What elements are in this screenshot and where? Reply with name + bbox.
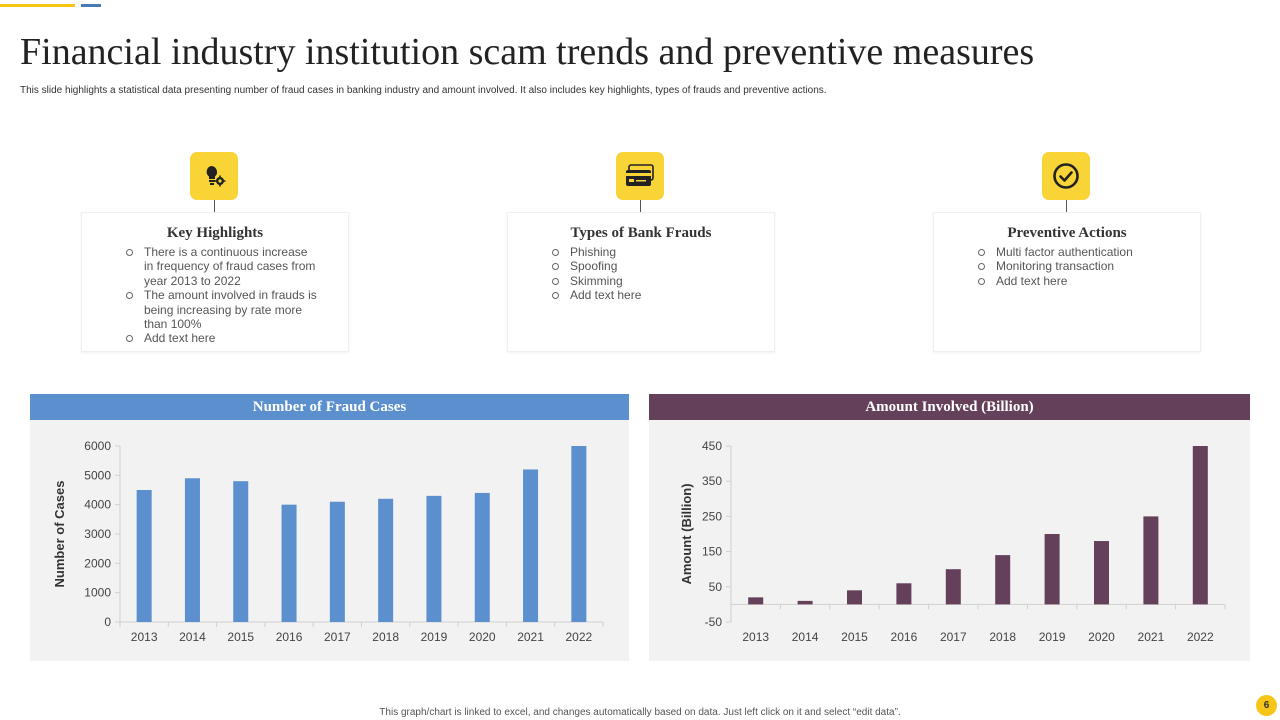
credit-card-icon [626,164,654,186]
bar-2021 [523,469,539,622]
x-tick-label: 2020 [469,630,496,644]
y-tick-label: 450 [702,439,722,453]
x-tick-label: 2013 [131,630,158,644]
list-item: Multi factor authentication [974,245,1170,259]
list-item: Add text here [548,288,744,302]
key-highlights-icon-box [190,152,238,200]
preventive-actions-connector [1066,200,1067,214]
x-tick-label: 2020 [1088,630,1115,644]
y-axis-title: Amount (Billion) [679,483,694,584]
list-item: Monitoring transaction [974,259,1170,273]
bank-frauds-title: Types of Bank Frauds [570,225,712,241]
list-item: There is a continuous increase in freque… [122,245,318,288]
x-tick-label: 2015 [227,630,254,644]
bar-2017 [329,501,345,622]
amount-involved-chart-header: Amount Involved (Billion) [649,394,1250,420]
list-item: Add text here [122,331,318,345]
x-tick-label: 2014 [792,630,819,644]
y-tick-label: 350 [702,474,722,488]
x-tick-label: 2014 [179,630,206,644]
checkmark-circle-icon [1053,163,1079,189]
x-tick-label: 2021 [517,630,544,644]
bar-2016 [281,504,297,622]
key-highlights-title: Key Highlights [166,225,264,241]
footer-note: This graph/chart is linked to excel, and… [379,707,901,718]
x-tick-label: 2013 [742,630,769,644]
page-number: 6 [1256,695,1277,716]
x-tick-label: 2018 [372,630,399,644]
y-tick-label: 1000 [84,586,111,600]
lightbulb-gear-icon [206,165,226,187]
y-tick-label: 0 [104,615,111,629]
y-tick-label: -50 [705,615,723,629]
preventive-actions-list: Multi factor authentication Monitoring t… [974,245,1170,288]
page-subtitle: This slide highlights a statistical data… [20,85,827,96]
bar-2019 [426,495,442,622]
y-tick-label: 6000 [84,439,111,453]
y-tick-label: 4000 [84,498,111,512]
preventive-actions-title: Preventive Actions [1007,225,1127,241]
x-tick-label: 2017 [324,630,351,644]
top-accent-bar-yellow [0,4,75,7]
bar-2021 [1143,516,1159,605]
y-tick-label: 5000 [84,468,111,482]
top-accent-bar-blue [81,4,101,7]
fraud-cases-chart-header: Number of Fraud Cases [30,394,629,420]
bank-frauds-card: Types of Bank Frauds Phishing Spoofing S… [507,212,775,352]
list-item: Phishing [548,245,744,259]
x-tick-label: 2019 [421,630,448,644]
y-axis-title: Number of Cases [52,481,67,588]
bar-2015 [233,481,249,622]
x-tick-label: 2018 [989,630,1016,644]
bar-2019 [1044,534,1060,605]
y-tick-label: 150 [702,545,722,559]
bar-2022 [1192,446,1208,605]
bar-2013 [748,597,764,605]
x-tick-label: 2017 [940,630,967,644]
bar-2013 [136,490,152,622]
y-tick-label: 3000 [84,527,111,541]
y-tick-label: 50 [709,580,723,594]
amount-involved-chart: -50 50 150 250 350 450 2013 2014 2015 2016 2017 201… [679,439,1226,644]
bar-2018 [378,498,394,622]
bar-2014 [797,600,813,605]
x-tick-label: 2016 [891,630,918,644]
bank-frauds-list: Phishing Spoofing Skimming Add text here [548,245,744,303]
list-item: The amount involved in frauds is being i… [122,288,318,331]
list-item: Skimming [548,274,744,288]
bar-2015 [847,590,862,605]
bar-2016 [896,583,912,605]
bar-2017 [945,569,961,605]
key-highlights-card: Key Highlights There is a continuous inc… [81,212,349,352]
x-tick-label: 2022 [1187,630,1214,644]
x-tick-label: 2021 [1138,630,1165,644]
bar-2014 [184,478,200,622]
list-item: Add text here [974,274,1170,288]
key-highlights-list: There is a continuous increase in freque… [122,245,318,346]
fraud-cases-chart: 0 1000 2000 3000 4000 5000 6000 2013 2014 2015 201… [52,439,604,644]
list-item: Spoofing [548,259,744,273]
x-tick-label: 2015 [841,630,868,644]
bank-frauds-icon-box [616,152,664,200]
bar-2020 [474,492,490,622]
preventive-actions-card: Preventive Actions Multi factor authenti… [933,212,1201,352]
page-title: Financial industry institution scam tren… [20,31,1035,73]
key-highlights-connector [214,200,215,214]
x-tick-label: 2022 [565,630,592,644]
y-tick-label: 250 [702,509,722,523]
bar-2020 [1094,541,1109,605]
x-tick-label: 2019 [1039,630,1066,644]
bank-frauds-connector [640,200,641,214]
y-tick-label: 2000 [84,556,111,570]
x-tick-label: 2016 [276,630,303,644]
bar-2018 [995,555,1011,605]
bar-2022 [571,446,587,622]
preventive-actions-icon-box [1042,152,1090,200]
